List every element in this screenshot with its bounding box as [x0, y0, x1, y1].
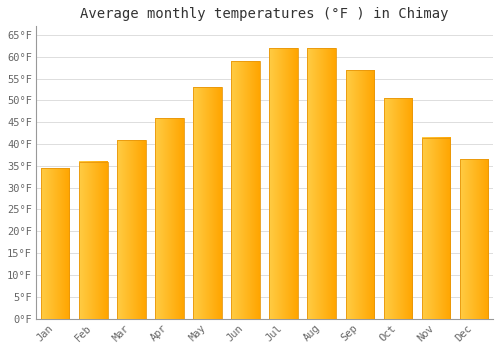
Bar	[346, 70, 374, 318]
Bar	[193, 88, 222, 318]
Bar	[460, 159, 488, 318]
Bar	[384, 98, 412, 318]
Bar	[308, 48, 336, 318]
Bar	[270, 48, 298, 318]
Bar	[422, 138, 450, 318]
Bar	[155, 118, 184, 318]
Bar	[232, 61, 260, 319]
Bar	[79, 161, 108, 318]
Bar	[117, 140, 145, 318]
Bar	[41, 168, 70, 318]
Title: Average monthly temperatures (°F ) in Chimay: Average monthly temperatures (°F ) in Ch…	[80, 7, 449, 21]
